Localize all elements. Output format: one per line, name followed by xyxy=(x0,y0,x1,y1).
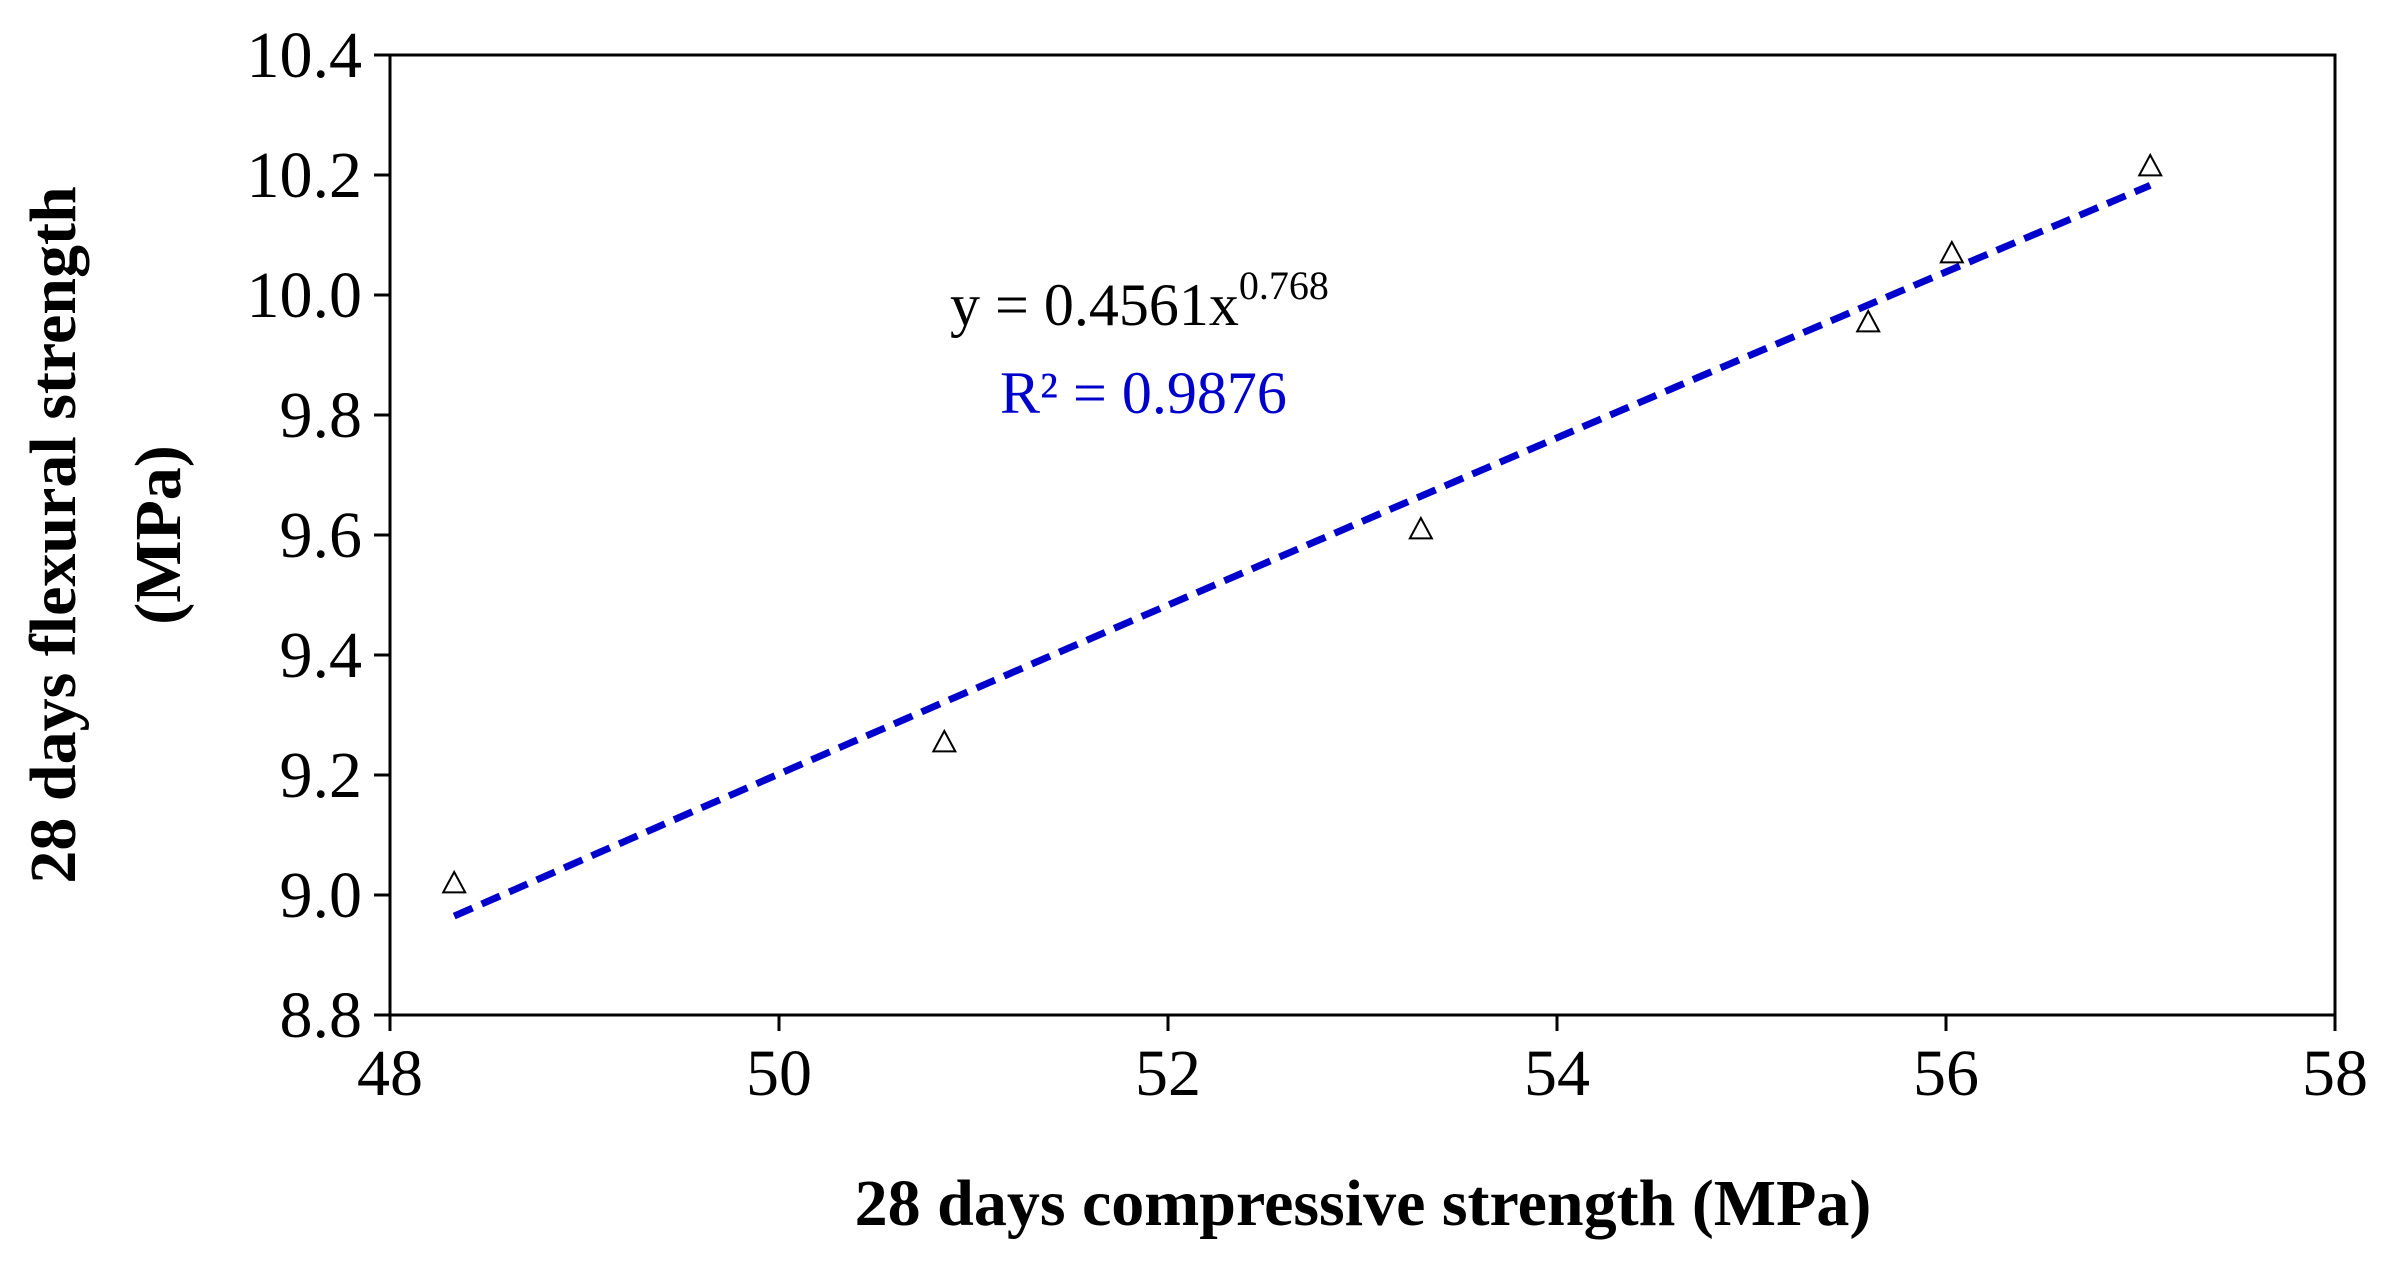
data-point-triangle xyxy=(931,728,958,753)
y-tick-label: 9.8 xyxy=(280,379,363,452)
x-tick-label: 48 xyxy=(357,1037,423,1110)
x-tick-label: 50 xyxy=(746,1037,812,1110)
y-tick-label: 9.6 xyxy=(280,499,363,572)
power-trendline xyxy=(452,182,2152,920)
data-point-triangle xyxy=(1939,239,1965,264)
y-axis-title-line2: (MPa) xyxy=(122,445,195,625)
x-tick-label: 54 xyxy=(1524,1037,1590,1110)
y-tick-label: 9.4 xyxy=(280,619,363,692)
data-points xyxy=(441,152,2163,894)
x-tick-label: 58 xyxy=(2302,1037,2368,1110)
trendline-equation: y = 0.4561x0.768 xyxy=(950,263,1329,338)
r-squared-label: R² = 0.9876 xyxy=(1000,360,1287,426)
data-point-triangle xyxy=(441,869,467,894)
y-tick-label: 9.2 xyxy=(280,739,363,812)
x-axis-title: 28 days compressive strength (MPa) xyxy=(855,1167,1872,1240)
data-point-triangle xyxy=(2137,152,2163,177)
x-tick-label: 52 xyxy=(1135,1037,1201,1110)
x-tick-label: 56 xyxy=(1913,1037,1979,1110)
trendline-exponent: 0.768 xyxy=(1239,263,1329,308)
y-tick-label: 8.8 xyxy=(280,979,363,1052)
y-axis-title-line1: 28 days flexural strength xyxy=(17,186,90,883)
y-tick-label: 9.0 xyxy=(280,859,363,932)
trendline-group xyxy=(452,182,2152,920)
y-axis: 10.4 10.2 10.0 9.8 9.6 9.4 9.2 9.0 8.8 xyxy=(247,19,390,1052)
data-point-triangle xyxy=(1855,308,1881,333)
y-tick-label: 10.2 xyxy=(247,139,363,212)
x-axis: 48 50 52 54 56 58 xyxy=(357,1015,2368,1110)
y-tick-label: 10.4 xyxy=(247,19,363,92)
data-point-triangle xyxy=(1408,515,1434,540)
y-tick-label: 10.0 xyxy=(247,259,363,332)
